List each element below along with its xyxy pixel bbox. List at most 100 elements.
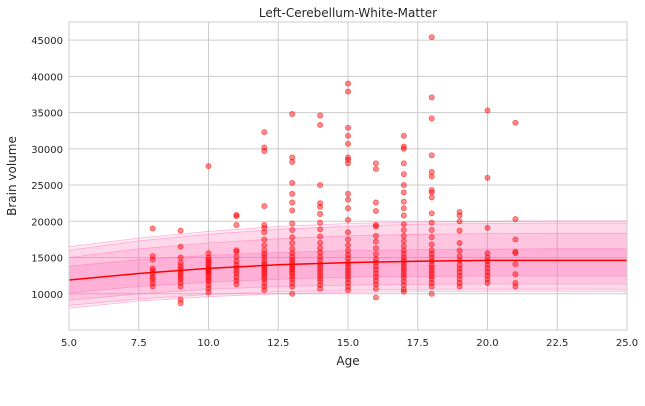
data-point [289,245,296,252]
data-point [345,196,351,203]
data-point [289,290,296,297]
plot-frame [68,21,628,331]
y-tick-label: 40000 [31,72,63,83]
data-point [428,194,435,201]
data-point [205,278,212,285]
data-point [372,221,379,228]
data-point [317,219,324,226]
data-point [149,225,156,232]
data-point [400,198,407,205]
data-point [372,160,379,167]
data-point [205,254,212,261]
data-point [400,205,407,212]
x-tick-label: 15.0 [337,338,359,349]
data-point [428,34,435,41]
x-tick-label: 5.0 [61,338,77,349]
data-point [317,112,324,119]
data-point [372,199,379,206]
data-point [456,261,463,268]
data-point [345,80,351,87]
y-ticks: 10000 15000 20000 25000 30000 35000 40000 45000 [31,36,63,301]
data-point [289,190,296,197]
data-point [400,221,407,228]
data-point [149,253,156,260]
y-tick-label: 15000 [31,254,63,265]
data-point [400,171,407,178]
data-point [261,229,268,236]
y-tick-label: 10000 [31,290,63,301]
data-point [233,211,240,218]
data-point [317,121,324,128]
data-point [428,189,435,196]
data-point [372,250,379,257]
data-point [317,233,324,240]
data-point [261,247,268,254]
data-point [428,247,435,254]
data-point [372,256,379,262]
data-point [261,271,268,278]
data-point [428,290,435,297]
data-point [149,265,156,272]
data-point [372,166,379,173]
x-tick-label: 17.5 [407,338,429,349]
data-point [289,266,296,273]
data-point [400,182,407,189]
data-point [372,223,379,230]
data-point [289,250,296,257]
y-tick-label: 30000 [31,145,63,156]
data-point [484,107,491,114]
data-point [317,182,324,189]
data-point [205,261,212,268]
data-point [428,187,435,194]
median-line-layer [68,259,627,281]
data-point [345,156,351,163]
data-point [372,245,379,252]
data-point [400,212,407,219]
data-point [177,254,184,261]
data-point [289,234,296,241]
data-point [345,132,351,139]
data-point [400,145,407,152]
data-point [428,227,435,233]
data-point [400,227,407,233]
data-point [400,189,407,196]
chart-title: Left-Cerebellum-White-Matter [259,6,437,20]
data-point [289,268,296,275]
data-point [512,248,519,255]
data-point [317,253,324,260]
data-point [345,205,351,212]
data-point [456,208,463,215]
data-point [428,219,435,226]
data-point [317,249,324,256]
data-point [177,227,184,234]
data-point [345,229,351,236]
data-point [400,232,407,239]
data-point [205,274,212,281]
data-point [512,250,519,257]
data-point [456,240,463,246]
x-ticks: 5.0 7.5 10.0 12.5 15.0 17.5 20.0 22.5 25.0 [61,338,638,349]
data-point [289,240,296,246]
data-point [345,242,351,249]
data-point [177,259,184,266]
data-point [400,132,407,139]
data-point [512,279,519,286]
data-point [428,173,435,180]
data-points [149,34,519,307]
data-point [261,269,268,275]
data-point [345,236,351,243]
data-point [317,211,324,217]
data-point [289,158,296,165]
data-point [289,111,296,117]
y-axis-label: Brain volume [5,136,19,216]
data-point [400,143,407,150]
data-point [456,227,463,234]
data-point [233,247,240,254]
y-tick-label: 25000 [31,181,63,192]
data-point [400,237,407,244]
data-point [205,258,212,265]
median-line [68,259,627,281]
data-point [428,152,435,159]
